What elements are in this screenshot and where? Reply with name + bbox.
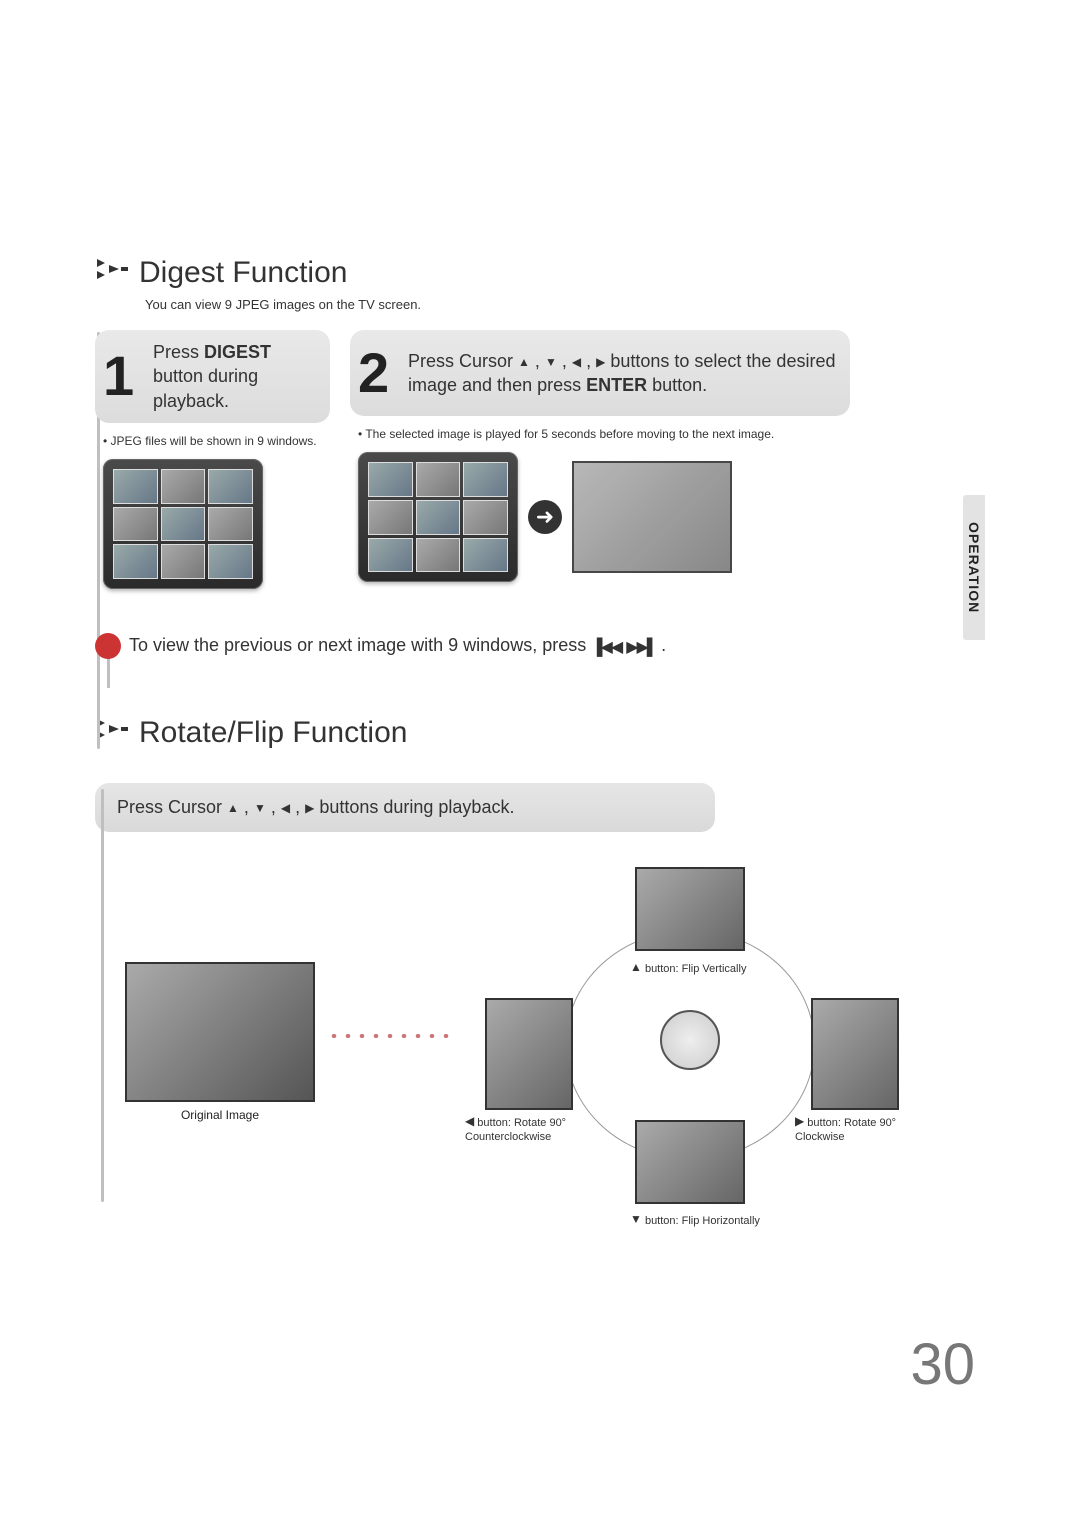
section-title-text: Digest Function: [139, 256, 347, 290]
caption-down: ▼ button: Flip Horizontally: [630, 1212, 760, 1229]
step-1-number: 1: [103, 339, 134, 415]
bullet-icon: [95, 715, 129, 751]
original-image-label: Original Image: [125, 1108, 315, 1122]
arrow-right-icon: ➜: [528, 500, 562, 534]
step-2-detail: The selected image is played for 5 secon…: [358, 426, 842, 442]
rotate-ccw-preview: [485, 998, 573, 1110]
section-subtitle: You can view 9 JPEG images on the TV scr…: [145, 297, 965, 312]
steps-row: 1 Press DIGEST button during playback. J…: [95, 330, 965, 589]
section-rotate-title-text: Rotate/Flip Function: [139, 716, 407, 750]
skip-forward-icon: ▶▶▌: [626, 639, 656, 656]
step-1-detail: JPEG files will be shown in 9 windows.: [103, 433, 322, 449]
step-2-text: Press Cursor ▲ , ▼ , ◀ , ▶ buttons to se…: [408, 349, 836, 398]
rotate-cw-preview: [811, 998, 899, 1110]
original-image: Original Image: [125, 962, 315, 1122]
rotate-wheel: ▲ button: Flip Vertically ▼ button: Flip…: [455, 892, 925, 1192]
tv-thumbnail-grid: [103, 459, 263, 589]
step-1-header: 1 Press DIGEST button during playback.: [95, 330, 330, 423]
rotate-diagram: Original Image ▲ button: Flip Vertically…: [95, 892, 965, 1192]
caption-right: ▶ button: Rotate 90° Clockwise: [795, 1114, 945, 1145]
info-bar: To view the previous or next image with …: [95, 625, 965, 667]
section-digest-title: Digest Function: [95, 255, 965, 291]
side-tab-operation: OPERATION: [963, 495, 985, 640]
bullet-icon: [95, 255, 129, 291]
page-content: Digest Function You can view 9 JPEG imag…: [95, 255, 965, 1192]
info-bar-text: To view the previous or next image with …: [129, 635, 666, 657]
flip-horizontal-preview: [635, 1120, 745, 1204]
caption-left: ◀ button: Rotate 90° Counterclockwise: [465, 1114, 595, 1145]
dpad-icon: [660, 1010, 720, 1070]
step-2-header: 2 Press Cursor ▲ , ▼ , ◀ , ▶ buttons to …: [350, 330, 850, 416]
skip-back-icon: ▐◀◀: [591, 639, 621, 656]
step-2-images: ➜: [358, 452, 850, 582]
flip-vertical-preview: [635, 867, 745, 951]
step-1: 1 Press DIGEST button during playback. J…: [95, 330, 330, 589]
tv-thumbnail-grid-2: [358, 452, 518, 582]
caption-up: ▲ button: Flip Vertically: [630, 960, 746, 977]
page-number: 30: [910, 1331, 975, 1398]
rotate-instruction: Press Cursor ▲ , ▼ , ◀ , ▶ buttons durin…: [95, 783, 715, 832]
selected-image-preview: [572, 461, 732, 573]
section-rotate-title: Rotate/Flip Function: [95, 715, 965, 751]
red-dot-icon: [95, 633, 121, 659]
step-2-number: 2: [358, 335, 389, 411]
section-rotate: Rotate/Flip Function Press Cursor ▲ , ▼ …: [95, 715, 965, 1192]
step-1-text: Press DIGEST button during playback.: [153, 340, 316, 413]
step-2: 2 Press Cursor ▲ , ▼ , ◀ , ▶ buttons to …: [350, 330, 850, 589]
dotted-connector: [327, 1034, 457, 1038]
